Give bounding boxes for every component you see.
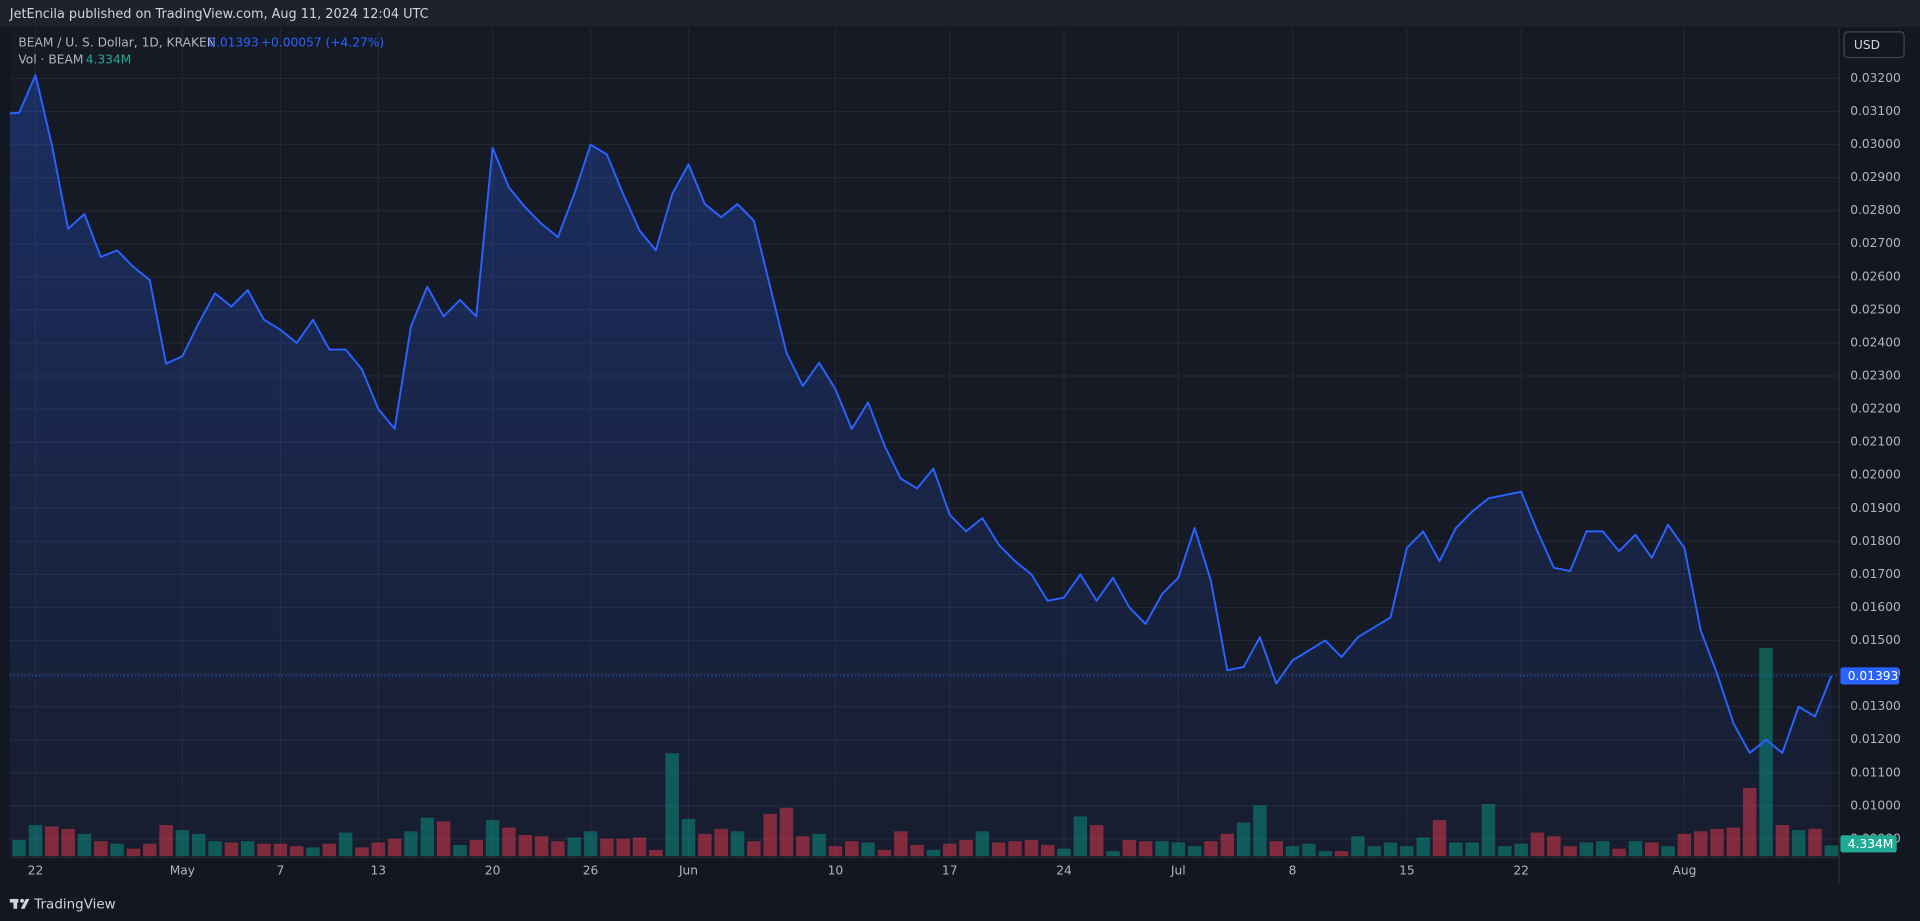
y-tick-label: 0.01900	[1850, 501, 1901, 515]
y-tick-label: 0.02700	[1850, 236, 1901, 250]
plot	[9, 74, 1840, 857]
y-tick-label: 0.02300	[1850, 369, 1901, 383]
price-change: +0.00057 (+4.27%)	[261, 35, 384, 49]
publisher: JetEncila published on TradingView.com, …	[9, 7, 429, 22]
x-tick-label: 26	[583, 863, 599, 877]
x-tick-label: Jun	[678, 863, 698, 877]
volume-last: 4.334M	[86, 53, 132, 67]
y-tick-label: 0.01600	[1850, 600, 1901, 614]
x-tick-label: 15	[1399, 863, 1415, 877]
axes: 0.009000.010000.011000.012000.013000.014…	[28, 71, 1901, 877]
y-tick-label: 0.02900	[1850, 170, 1901, 184]
price-line	[9, 74, 1833, 754]
x-tick-label: 13	[371, 863, 387, 877]
y-tick-label: 0.01000	[1850, 798, 1901, 812]
logo-part	[20, 898, 30, 909]
x-tick-label: 7	[276, 863, 284, 877]
x-tick-label: 22	[28, 863, 44, 877]
last-price-label: 0.01393	[1848, 669, 1899, 683]
x-tick-label: 22	[1513, 863, 1529, 877]
y-tick-label: 0.02800	[1850, 203, 1901, 217]
y-tick-label: 0.01300	[1850, 699, 1901, 713]
y-tick-label: 0.01800	[1850, 534, 1901, 548]
volume-title: Vol · BEAM	[18, 53, 83, 67]
x-tick-label: Jul	[1170, 863, 1186, 877]
last-price: 0.01393	[208, 35, 259, 49]
top-bar	[0, 0, 1920, 27]
y-tick-label: 0.02200	[1850, 402, 1901, 416]
price-area	[9, 75, 1832, 857]
volume-pill	[1840, 835, 1897, 853]
x-tick-label: Aug	[1672, 863, 1696, 877]
logo-part	[20, 898, 24, 903]
x-tick-label: 20	[485, 863, 501, 877]
currency-button[interactable]	[1843, 31, 1905, 59]
x-tick-label: 8	[1289, 863, 1297, 877]
symbol-title: BEAM / U. S. Dollar, 1D, KRAKEN	[18, 35, 216, 49]
brand-logo	[9, 898, 30, 909]
volume-pill-label: 4.334M	[1848, 837, 1894, 851]
x-tick-label: 17	[942, 863, 958, 877]
x-tick-label: 24	[1056, 863, 1072, 877]
y-tick-label: 0.03000	[1850, 137, 1901, 151]
y-tick-label: 0.02000	[1850, 468, 1901, 482]
logo-part	[13, 898, 18, 909]
currency-label[interactable]: USD	[1854, 38, 1880, 52]
y-tick-label: 0.02600	[1850, 269, 1901, 283]
y-tick-label: 0.01500	[1850, 633, 1901, 647]
footer	[0, 884, 1920, 921]
y-tick-label: 0.02500	[1850, 302, 1901, 316]
y-tick-label: 0.03100	[1850, 104, 1901, 118]
y-tick-label: 0.01200	[1850, 732, 1901, 746]
last-price-pill	[1840, 667, 1900, 685]
y-tick-label: 0.01700	[1850, 567, 1901, 581]
x-tick-label: 10	[828, 863, 844, 877]
y-tick-label: 0.02400	[1850, 335, 1901, 349]
brand: TradingView	[33, 896, 115, 912]
y-tick-label: 0.02100	[1850, 435, 1901, 449]
y-tick-label: 0.03200	[1850, 71, 1901, 85]
x-tick-label: May	[170, 863, 195, 877]
y-tick-label: 0.01100	[1850, 765, 1901, 779]
